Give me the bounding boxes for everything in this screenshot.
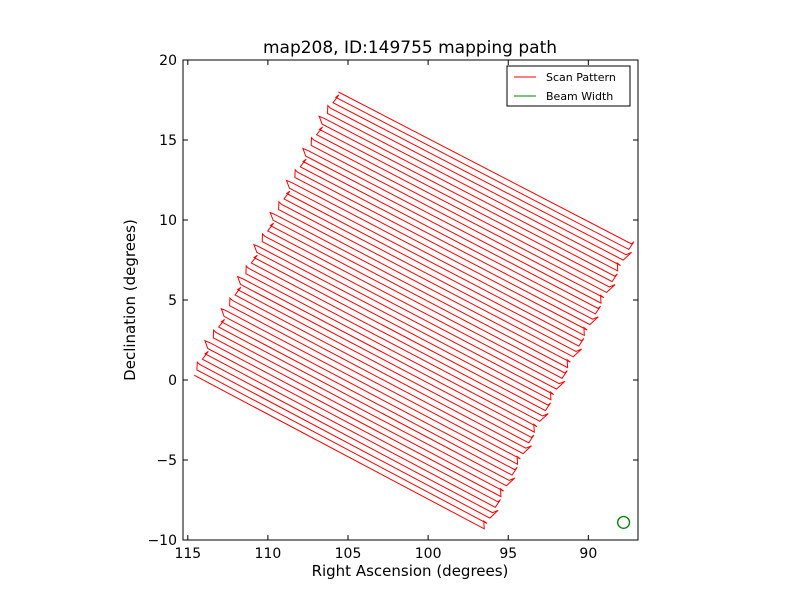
x-tick-label: 105 <box>335 546 362 562</box>
legend-box <box>506 65 631 107</box>
scan-pattern <box>193 91 635 530</box>
plot-area <box>193 91 635 530</box>
legend-label-beam-width: Beam Width <box>546 90 613 103</box>
y-tick-label: −5 <box>156 453 177 469</box>
x-axis: 115 110 105 100 95 90 <box>174 60 597 562</box>
legend: Scan Pattern Beam Width <box>506 65 631 107</box>
beam-width-marker <box>617 515 631 529</box>
y-tick-label: −10 <box>147 533 177 549</box>
y-axis: −10 −5 0 5 10 15 20 <box>147 53 638 549</box>
x-tick-label: 90 <box>579 546 597 562</box>
scan-pattern-path <box>193 91 635 530</box>
y-tick-label: 20 <box>159 53 177 69</box>
beam-width-circle <box>617 515 631 529</box>
y-tick-label: 5 <box>168 293 177 309</box>
x-tick-label: 100 <box>415 546 442 562</box>
legend-label-scan-pattern: Scan Pattern <box>546 71 616 84</box>
y-tick-label: 0 <box>168 373 177 389</box>
y-axis-label: Declination (degrees) <box>121 219 139 381</box>
x-axis-label: Right Ascension (degrees) <box>312 562 509 580</box>
chart-title: map208, ID:149755 mapping path <box>263 38 557 58</box>
x-tick-label: 95 <box>499 546 517 562</box>
x-tick-label: 110 <box>255 546 282 562</box>
y-tick-label: 15 <box>159 133 177 149</box>
x-tick-label: 115 <box>174 546 201 562</box>
y-tick-label: 10 <box>159 213 177 229</box>
